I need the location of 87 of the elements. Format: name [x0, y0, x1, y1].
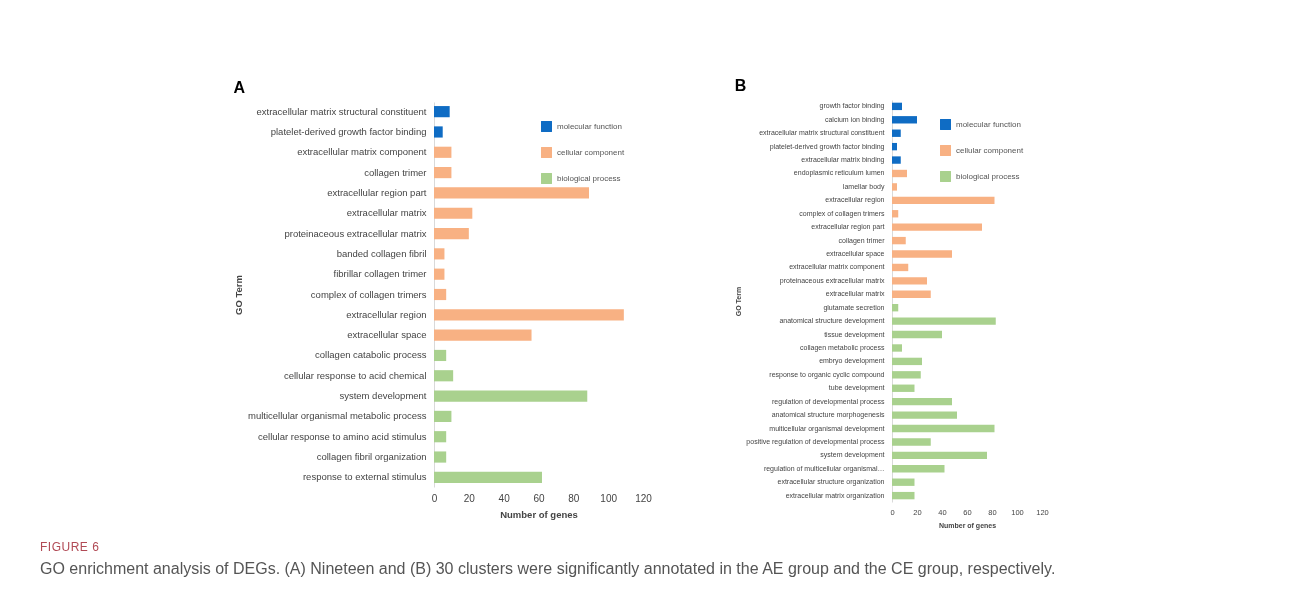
bar — [892, 250, 952, 258]
bar — [892, 183, 897, 191]
x-tick-label: 120 — [635, 492, 653, 504]
y-tick-label: complex of collagen trimers — [310, 288, 427, 300]
bar — [434, 451, 447, 463]
y-tick-label: cellular response to amino acid stimulus — [258, 430, 427, 442]
y-tick-label: fibrillar collagen trimer — [333, 268, 427, 280]
y-tick-label: extracellular matrix component — [297, 146, 427, 158]
bar — [892, 129, 901, 137]
bar — [434, 268, 445, 280]
y-tick-label: banded collagen fibril — [336, 247, 427, 259]
bar — [434, 390, 588, 402]
x-tick-label: 20 — [463, 492, 476, 504]
bar — [892, 277, 927, 285]
bar — [892, 317, 996, 325]
bar — [892, 491, 915, 500]
y-tick-label: platelet-derived growth factor binding — [270, 125, 427, 137]
y-tick-label: extracellular space — [347, 329, 427, 341]
text: GO enrichment analysis of DEGs. (A) Nineteen and (B) 30 clusters were significantly annotated in the AE group and the CE group, respectively. — [40, 560, 1056, 578]
bar — [892, 196, 995, 205]
bar — [892, 424, 995, 433]
bar — [434, 207, 473, 219]
y-tick-label: collagen fibril organization — [316, 451, 427, 463]
bar — [892, 344, 902, 352]
y-tick-label: multicellular organismal metabolic process — [248, 410, 427, 422]
y-tick-label: extracellular region part — [327, 186, 427, 198]
bar — [892, 290, 931, 298]
bar — [434, 248, 445, 260]
bar — [892, 357, 922, 366]
bar — [434, 471, 542, 483]
bar — [892, 236, 906, 245]
y-tick-label: extracellular region — [346, 308, 427, 320]
bar — [434, 126, 443, 138]
bar — [892, 478, 915, 486]
bar — [434, 106, 450, 118]
bar — [892, 156, 901, 164]
bar — [892, 330, 942, 339]
legend-label: molecular function — [956, 119, 1021, 129]
bar — [892, 371, 921, 379]
y-tick-label: collagen catabolic process — [315, 349, 427, 361]
x-tick-label: 60 — [533, 492, 545, 504]
legend-label: cellular component — [557, 147, 625, 157]
x-tick-label: 100 — [600, 492, 618, 504]
bar — [434, 187, 590, 199]
bar — [892, 223, 982, 231]
caption: FIGURE 6 — [40, 540, 101, 554]
bar — [892, 304, 899, 312]
legend-label: biological process — [557, 173, 621, 183]
y-tick-label: system development — [339, 390, 427, 402]
bar — [892, 411, 957, 419]
bar — [892, 263, 909, 272]
y-tick-label: extracellular matrix structural constituent — [256, 105, 427, 117]
y-axis-title: GO Term — [233, 275, 245, 315]
bar — [892, 116, 917, 124]
y-tick-label: cellular response to acid chemical — [283, 369, 427, 381]
bar — [892, 438, 931, 446]
bar — [434, 288, 447, 301]
bar — [434, 410, 452, 422]
bar — [892, 451, 987, 460]
bar — [892, 397, 952, 406]
y-tick-label: response to external stimulus — [302, 471, 427, 483]
x-axis-title: Number of genes — [500, 508, 578, 520]
bar — [434, 309, 624, 321]
text: A — [233, 79, 246, 96]
legend-label: molecular function — [557, 121, 622, 131]
y-tick-label: proteinaceous extracellular matrix — [284, 227, 427, 239]
x-tick-label: 40 — [498, 492, 511, 504]
legend-label: biological process — [956, 171, 1020, 181]
x-tick-label: 0 — [431, 492, 438, 504]
bar — [892, 210, 899, 218]
bar — [434, 146, 452, 158]
bar — [892, 169, 907, 178]
bar — [434, 349, 447, 362]
legend-label: cellular component — [956, 145, 1024, 155]
bar — [434, 431, 447, 443]
bar — [434, 329, 532, 341]
text: B — [734, 77, 747, 94]
bar — [434, 370, 454, 382]
bar — [892, 142, 897, 151]
bar — [892, 465, 945, 473]
x-tick-label: 80 — [568, 492, 580, 504]
bar — [434, 167, 452, 179]
bar — [434, 227, 469, 240]
y-tick-label: collagen trimer — [364, 166, 427, 178]
bar — [892, 102, 902, 111]
y-tick-label: extracellular matrix — [346, 207, 427, 219]
bar — [892, 384, 915, 392]
